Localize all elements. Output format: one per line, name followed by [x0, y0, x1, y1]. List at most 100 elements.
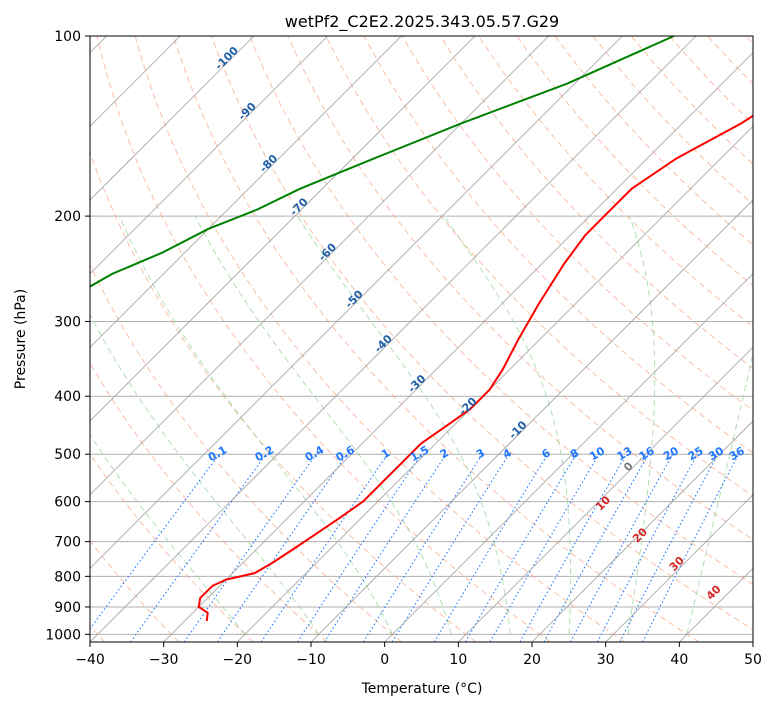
isotherm-line — [90, 36, 328, 275]
dry-adiabat — [363, 36, 753, 454]
y-tick-label: 100 — [54, 29, 81, 45]
mixing-ratio-label: 0.4 — [303, 443, 327, 464]
mixing-ratio-label: 10 — [587, 444, 607, 463]
isotherm-line — [90, 36, 697, 642]
isotherm-line — [90, 36, 623, 569]
mixing-ratio-line — [642, 453, 740, 642]
mixing-ratio-line — [433, 453, 549, 642]
isotherm-label: -40 — [372, 332, 395, 355]
x-tick-label: 20 — [523, 652, 541, 668]
y-tick-label: 600 — [54, 495, 81, 511]
mixing-ratio-label: 30 — [706, 444, 726, 463]
isotherm-layer — [90, 36, 753, 642]
isotherm-line — [531, 420, 753, 642]
dry-adiabat — [172, 36, 700, 642]
isotherm-line — [90, 36, 549, 496]
dry-adiabat — [96, 36, 551, 642]
x-tick-label: −20 — [223, 652, 253, 668]
wetbulb-label: 10 — [593, 493, 613, 513]
wetbulb-label: 40 — [704, 582, 724, 602]
moist-adiabat — [118, 215, 393, 635]
isotherm-label: -10 — [506, 418, 529, 441]
mixing-ratio-line — [90, 453, 220, 630]
x-axis-label: Temperature (°C) — [361, 681, 483, 697]
mixing-ratio-line — [464, 453, 577, 642]
mixing-ratio-line — [596, 453, 698, 642]
y-tick-label: 700 — [54, 535, 81, 551]
dry-adiabat — [90, 362, 328, 642]
isotherm-line — [679, 567, 753, 642]
isotherm-label: -30 — [405, 372, 428, 395]
isotherm-label: -20 — [456, 395, 479, 418]
dry-adiabat — [707, 36, 753, 85]
mixing-ratio-line — [569, 453, 674, 642]
dry-adiabat — [669, 36, 753, 125]
mixing-ratio-line — [216, 453, 348, 642]
dry-adiabat — [325, 36, 753, 497]
dry-adiabat — [287, 36, 753, 541]
y-axis: 100 200 300 400 500 600 700 800 900 1000 — [45, 29, 90, 643]
moist-adiabat — [90, 433, 246, 635]
dry-adiabat — [211, 36, 753, 631]
dry-adiabat — [516, 36, 753, 287]
dewpoint-line — [90, 36, 675, 288]
mixing-ratio-label: 0.6 — [334, 443, 358, 464]
mixing-ratio-line — [619, 453, 719, 642]
chart-title: wetPf2_C2E2.2025.343.05.57.G29 — [285, 12, 559, 32]
isotherm-label: -80 — [257, 152, 280, 175]
moist-adiabat — [90, 313, 320, 635]
isotherm-line — [384, 273, 753, 642]
y-tick-label: 800 — [54, 569, 81, 585]
mixing-ratio-label: 0.2 — [253, 443, 276, 464]
plot-frame — [89, 35, 754, 643]
x-tick-label: −40 — [75, 652, 105, 668]
dry-adiabat — [134, 36, 625, 642]
isotherm-line — [310, 199, 753, 642]
wetbulb-label: 20 — [630, 525, 650, 545]
adiabat-layer — [90, 36, 753, 642]
dry-adiabat — [439, 36, 753, 369]
isotherm-label: -60 — [316, 240, 339, 263]
mixing-ratio-line — [323, 453, 447, 642]
moist-adiabat — [686, 350, 753, 635]
moist-adiabat — [627, 215, 656, 635]
mixing-ratio-line — [519, 453, 627, 642]
mixing-ratio-line — [297, 453, 422, 642]
dry-adiabat — [90, 263, 403, 642]
x-tick-label: 40 — [670, 652, 688, 668]
isotherm-label: -100 — [212, 44, 241, 73]
y-tick-label: 400 — [54, 389, 81, 405]
dry-adiabat — [90, 150, 477, 642]
mixing-ratio-label: 1.5 — [408, 443, 431, 464]
y-tick-label: 500 — [54, 447, 81, 463]
isotherm-line — [90, 36, 476, 422]
dry-adiabat — [90, 453, 254, 642]
isotherm-line — [605, 494, 753, 642]
mixing-ratio-line — [260, 453, 389, 642]
x-tick-label: 0 — [380, 652, 389, 668]
mixing-ratio-line — [543, 453, 649, 642]
dry-adiabat — [592, 36, 753, 206]
dry-adiabat — [401, 36, 753, 411]
y-tick-label: 300 — [54, 314, 81, 330]
series-layer — [90, 36, 753, 622]
dry-adiabat — [745, 36, 753, 45]
wetbulb-label: 30 — [667, 554, 687, 574]
dry-adiabat — [478, 36, 753, 328]
isotherm-line — [163, 52, 753, 642]
isotherm-label: -50 — [343, 287, 366, 310]
grid-layer — [90, 36, 753, 635]
isotherm-line — [90, 36, 255, 201]
isotherm-line — [752, 641, 753, 642]
isotherm-line — [237, 125, 753, 642]
moist-adiabat — [443, 215, 572, 635]
x-tick-label: 30 — [597, 652, 615, 668]
mixing-ratio-label: 20 — [661, 444, 681, 463]
x-tick-label: 10 — [449, 652, 467, 668]
x-tick-label: −30 — [149, 652, 179, 668]
x-axis: −40 −30 −20 −10 0 10 20 30 40 50 — [75, 642, 762, 668]
x-tick-label: 50 — [744, 652, 762, 668]
mixing-ratio-line — [130, 453, 267, 642]
mixing-ratio-label: 0.1 — [206, 443, 229, 464]
y-axis-label: Pressure (hPa) — [13, 289, 29, 389]
